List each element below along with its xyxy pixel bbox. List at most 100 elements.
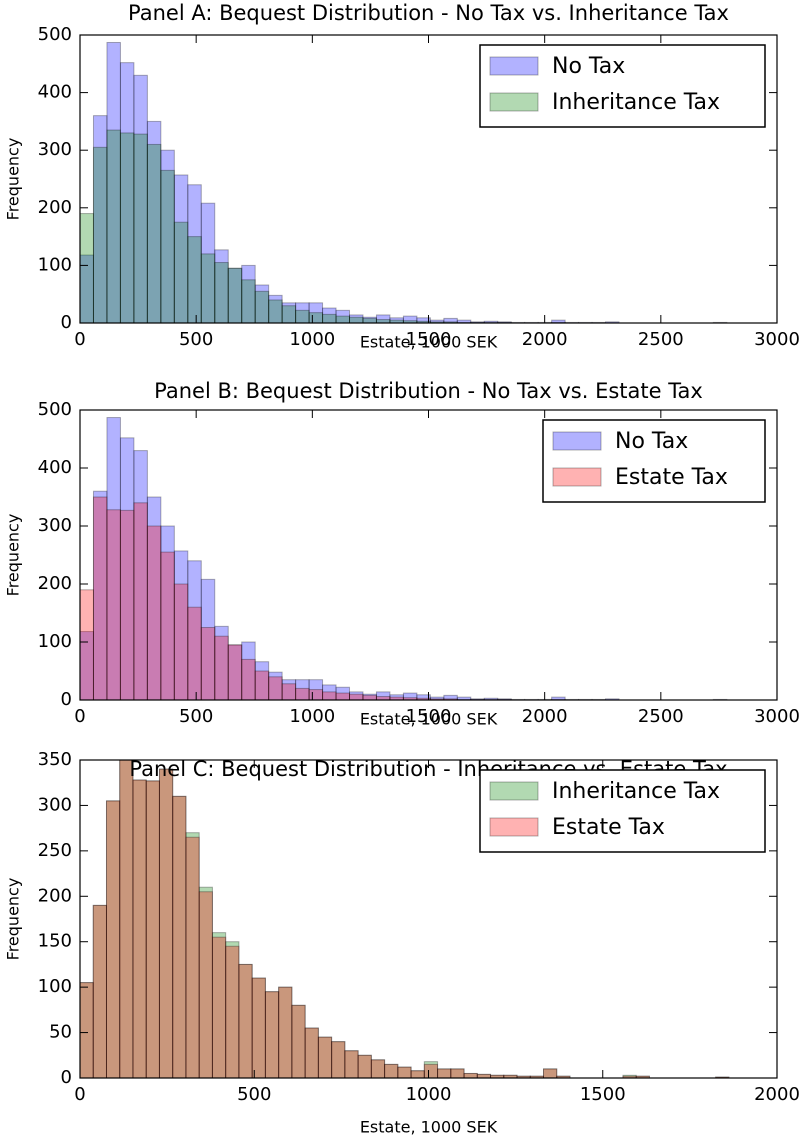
y-tick-label: 350 (38, 749, 72, 770)
bar (281, 683, 297, 701)
bar (384, 1063, 399, 1079)
bar (119, 132, 135, 324)
bar (173, 583, 189, 701)
bar (349, 693, 364, 701)
legend-label: Estate Tax (615, 465, 728, 490)
y-tick-label: 200 (38, 573, 72, 594)
x-tick-label: 1500 (406, 706, 452, 727)
bar (264, 991, 280, 1079)
y-axis-label: Frequency (4, 514, 23, 597)
legend-label: No Tax (615, 429, 688, 454)
x-tick-label: 1000 (289, 706, 335, 727)
bar (335, 315, 351, 324)
y-tick-label: 300 (38, 794, 72, 815)
y-tick-label: 0 (61, 312, 72, 333)
bar (268, 676, 283, 701)
y-tick-label: 0 (61, 689, 72, 710)
x-axis-label: Estate, 1000 SEK (360, 1118, 498, 1137)
bar (304, 1027, 319, 1079)
bar (317, 1036, 333, 1079)
bar (187, 606, 202, 701)
bar (214, 635, 229, 701)
x-tick-label: 3000 (754, 329, 800, 350)
bar (119, 509, 135, 701)
bar (295, 309, 310, 324)
legend-swatch (489, 817, 539, 837)
y-tick-label: 300 (38, 515, 72, 536)
x-axis-label: Estate, 1000 SEK (360, 333, 498, 352)
bar (106, 129, 121, 324)
legend-swatch (552, 467, 602, 487)
bar (362, 317, 377, 324)
bar (362, 694, 377, 701)
bar (172, 795, 187, 1079)
x-axis-label: Estate, 1000 SEK (360, 710, 498, 729)
bar (423, 1063, 439, 1079)
bar (241, 279, 256, 324)
x-tick-label: 1000 (289, 329, 335, 350)
bar (211, 936, 227, 1079)
bar (344, 1050, 359, 1079)
bar (214, 262, 229, 324)
x-tick-label: 500 (179, 329, 213, 350)
bar (291, 1004, 306, 1079)
y-tick-label: 100 (38, 254, 72, 275)
y-tick-label: 400 (38, 457, 72, 478)
legend-label: No Tax (552, 54, 625, 79)
bar (331, 1041, 346, 1079)
x-tick-label: 0 (74, 329, 85, 350)
bar (251, 977, 266, 1079)
y-tick-label: 100 (38, 631, 72, 652)
bar (160, 169, 175, 324)
bar (281, 305, 297, 324)
chart-title: Panel B: Bequest Distribution - No Tax v… (154, 379, 703, 403)
y-tick-label: 500 (38, 399, 72, 420)
y-axis-label: Frequency (4, 878, 23, 961)
chart-title: Panel A: Bequest Distribution - No Tax v… (128, 1, 729, 25)
bar (145, 780, 160, 1079)
x-tick-label: 500 (179, 706, 213, 727)
bar (268, 299, 283, 324)
bar (185, 836, 200, 1079)
bar (227, 267, 243, 324)
bar (254, 670, 270, 701)
legend-label: Estate Tax (552, 815, 665, 840)
y-tick-label: 400 (38, 82, 72, 103)
bar (322, 691, 337, 701)
x-tick-label: 1500 (580, 1084, 626, 1105)
y-tick-label: 500 (38, 24, 72, 45)
bar (227, 644, 243, 701)
legend-swatch (489, 56, 539, 76)
bar (278, 986, 293, 1079)
bar (349, 316, 364, 324)
y-tick-label: 100 (38, 976, 72, 997)
x-tick-label: 1000 (406, 1084, 452, 1105)
bar (133, 502, 148, 701)
bar (119, 759, 134, 1079)
bar (187, 236, 202, 324)
bar (463, 1072, 478, 1079)
x-tick-label: 2000 (754, 1084, 800, 1105)
x-tick-label: 2000 (522, 706, 568, 727)
bar (437, 1068, 452, 1079)
y-axis-label: Frequency (4, 138, 23, 221)
bar (322, 313, 337, 324)
x-tick-label: 0 (74, 1084, 85, 1105)
legend-label: Inheritance Tax (552, 90, 720, 115)
bar (160, 551, 175, 701)
bar (295, 687, 310, 701)
y-tick-label: 300 (38, 139, 72, 160)
legend-swatch (552, 431, 602, 451)
legend-swatch (489, 781, 539, 801)
y-tick-label: 0 (61, 1067, 72, 1088)
bar (370, 1059, 386, 1079)
legend-label: Inheritance Tax (552, 779, 720, 804)
bar (200, 253, 216, 324)
bar (132, 779, 147, 1079)
y-tick-label: 50 (49, 1022, 72, 1043)
bar (133, 133, 148, 324)
bar (146, 143, 162, 324)
x-tick-label: 1500 (406, 329, 452, 350)
bar (357, 1054, 372, 1079)
